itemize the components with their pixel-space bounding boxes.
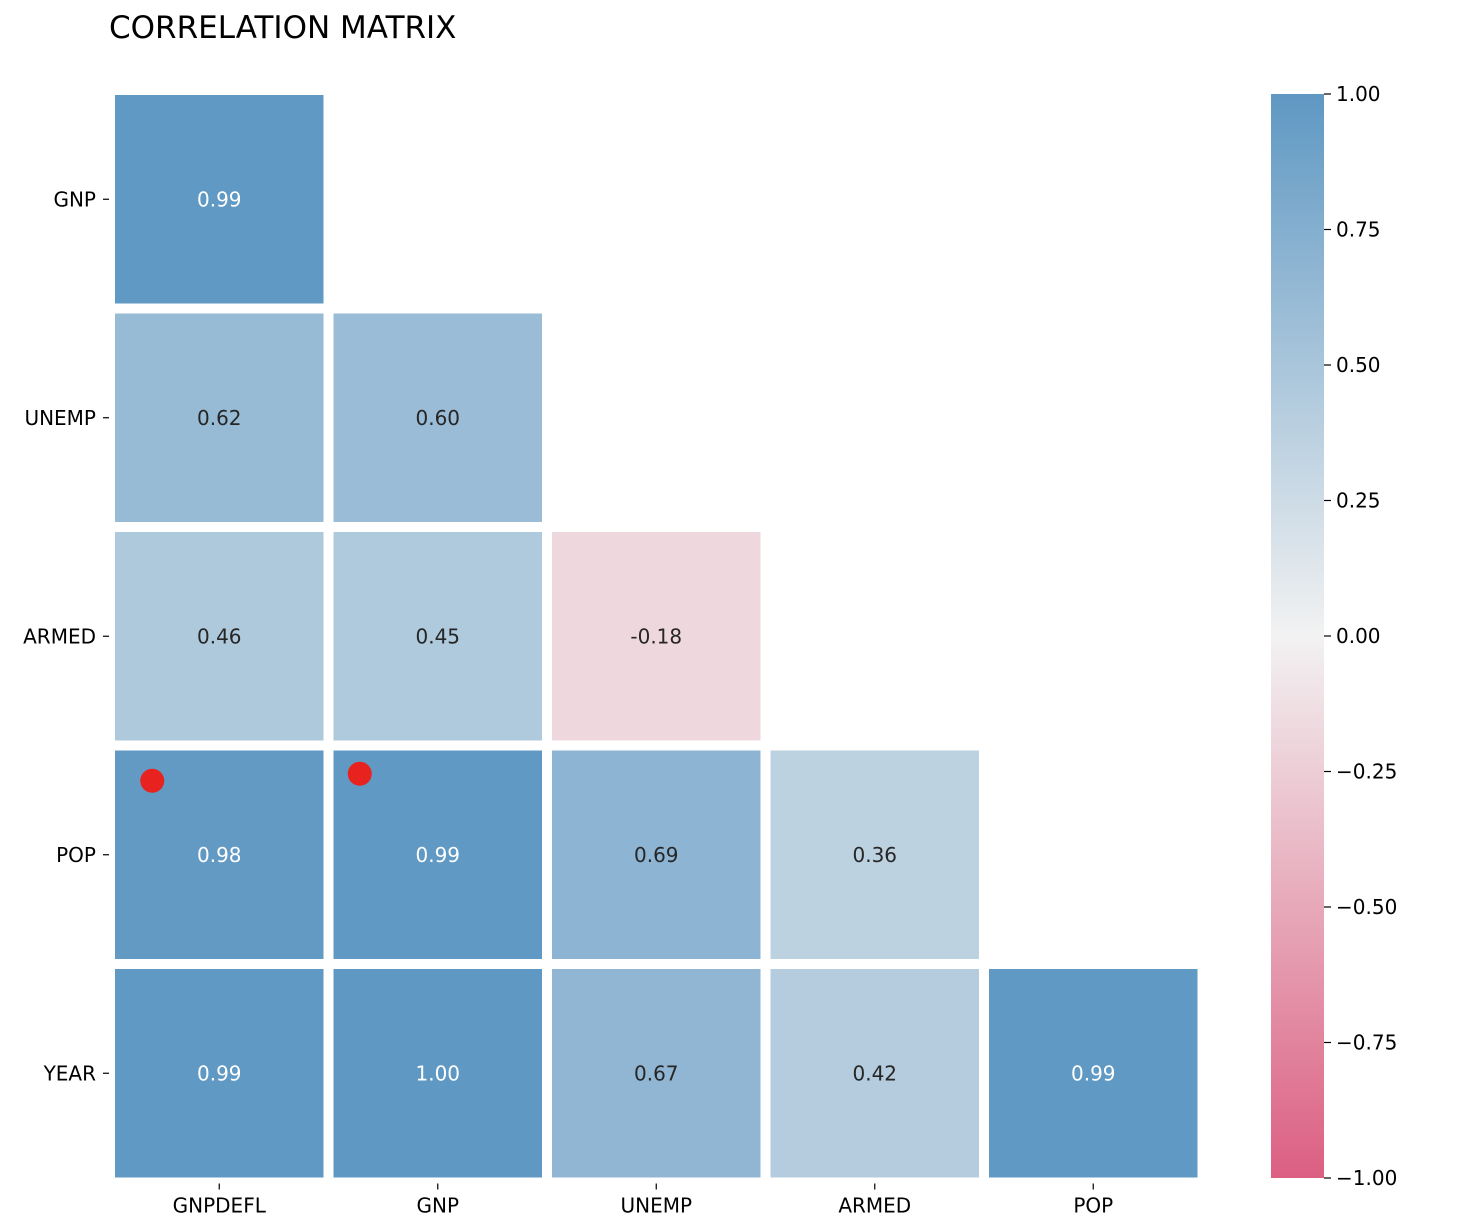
heatmap-cell: [770, 969, 979, 1178]
y-axis-tick-label: ARMED: [23, 624, 96, 648]
heatmap-cell: [115, 532, 324, 741]
heatmap-cell: [552, 532, 761, 741]
cell-value-label: 0.45: [415, 624, 460, 648]
cell-value-label: 0.42: [852, 1061, 897, 1085]
cell-value-label: 0.60: [415, 406, 460, 430]
cell-value-label: 0.99: [1071, 1061, 1116, 1085]
heatmap-cell: [770, 750, 979, 959]
heatmap-cell: [333, 969, 542, 1178]
heatmap-cells: 0.99 0.62 0.60 0.46 0.45 -0.18 0.98 0.99 0.69 0.3…: [115, 95, 1198, 1178]
y-axis-tick-labels: GNP UNEMP ARMED POP YEAR: [23, 187, 109, 1085]
cell-value-label: 1.00: [415, 1061, 460, 1085]
red-marker-dot: [347, 761, 372, 786]
colorbar-tick-label: 0.00: [1336, 624, 1381, 648]
cell-value-label: 0.99: [197, 187, 242, 211]
cell-value-label: 0.62: [197, 406, 242, 430]
cell-value-label: 0.36: [852, 843, 897, 867]
colorbar-tick-label: 0.25: [1336, 489, 1381, 513]
x-axis-tick-label: ARMED: [838, 1194, 911, 1218]
colorbar-tick-label: −1.00: [1336, 1166, 1397, 1190]
colorbar-tick-label: −0.75: [1336, 1031, 1397, 1055]
heatmap-cell: [115, 969, 324, 1178]
chart-title: CORRELATION MATRIX: [109, 10, 456, 46]
colorbar-tick-label: −0.25: [1336, 760, 1397, 784]
y-axis-tick-label: UNEMP: [24, 406, 96, 430]
cell-value-label: 0.99: [197, 1061, 242, 1085]
cell-value-label: 0.67: [634, 1061, 679, 1085]
x-axis-tick-label: GNPDEFL: [173, 1194, 267, 1218]
y-axis-tick-label: GNP: [53, 187, 96, 211]
colorbar-tick-label: 1.00: [1336, 82, 1381, 106]
x-axis-tick-label: POP: [1073, 1194, 1113, 1218]
colorbar-tick-label: −0.50: [1336, 895, 1397, 919]
x-axis-tick-labels: GNPDEFL GNP UNEMP ARMED POP: [173, 1183, 1113, 1218]
red-marker-dot: [140, 768, 165, 793]
cell-value-label: 0.98: [197, 843, 242, 867]
heatmap-cell: [333, 750, 542, 959]
x-axis-tick-label: UNEMP: [620, 1194, 692, 1218]
heatmap-cell: [115, 95, 324, 304]
heatmap-cell: [333, 532, 542, 741]
heatmap-cell: [333, 313, 542, 522]
colorbar-tick-label: 0.75: [1336, 218, 1381, 242]
annotation-markers: [140, 761, 372, 793]
heatmap-cell: [552, 750, 761, 959]
heatmap-cell: [115, 313, 324, 522]
x-axis-tick-label: GNP: [416, 1194, 459, 1218]
colorbar: 1.00 0.75 0.50 0.25 0.00 −0.25 −0.50 −0.75 −1.00: [1271, 82, 1397, 1190]
cell-value-label: 0.69: [634, 843, 679, 867]
cell-value-label: -0.18: [630, 624, 682, 648]
cell-value-label: 0.46: [197, 624, 242, 648]
cell-value-label: 0.99: [415, 843, 460, 867]
colorbar-tick-label: 0.50: [1336, 353, 1381, 377]
heatmap-cell: [552, 969, 761, 1178]
y-axis-tick-label: POP: [56, 843, 96, 867]
heatmap-cell: [989, 969, 1198, 1178]
colorbar-gradient: [1271, 94, 1324, 1178]
y-axis-tick-label: YEAR: [43, 1061, 97, 1085]
